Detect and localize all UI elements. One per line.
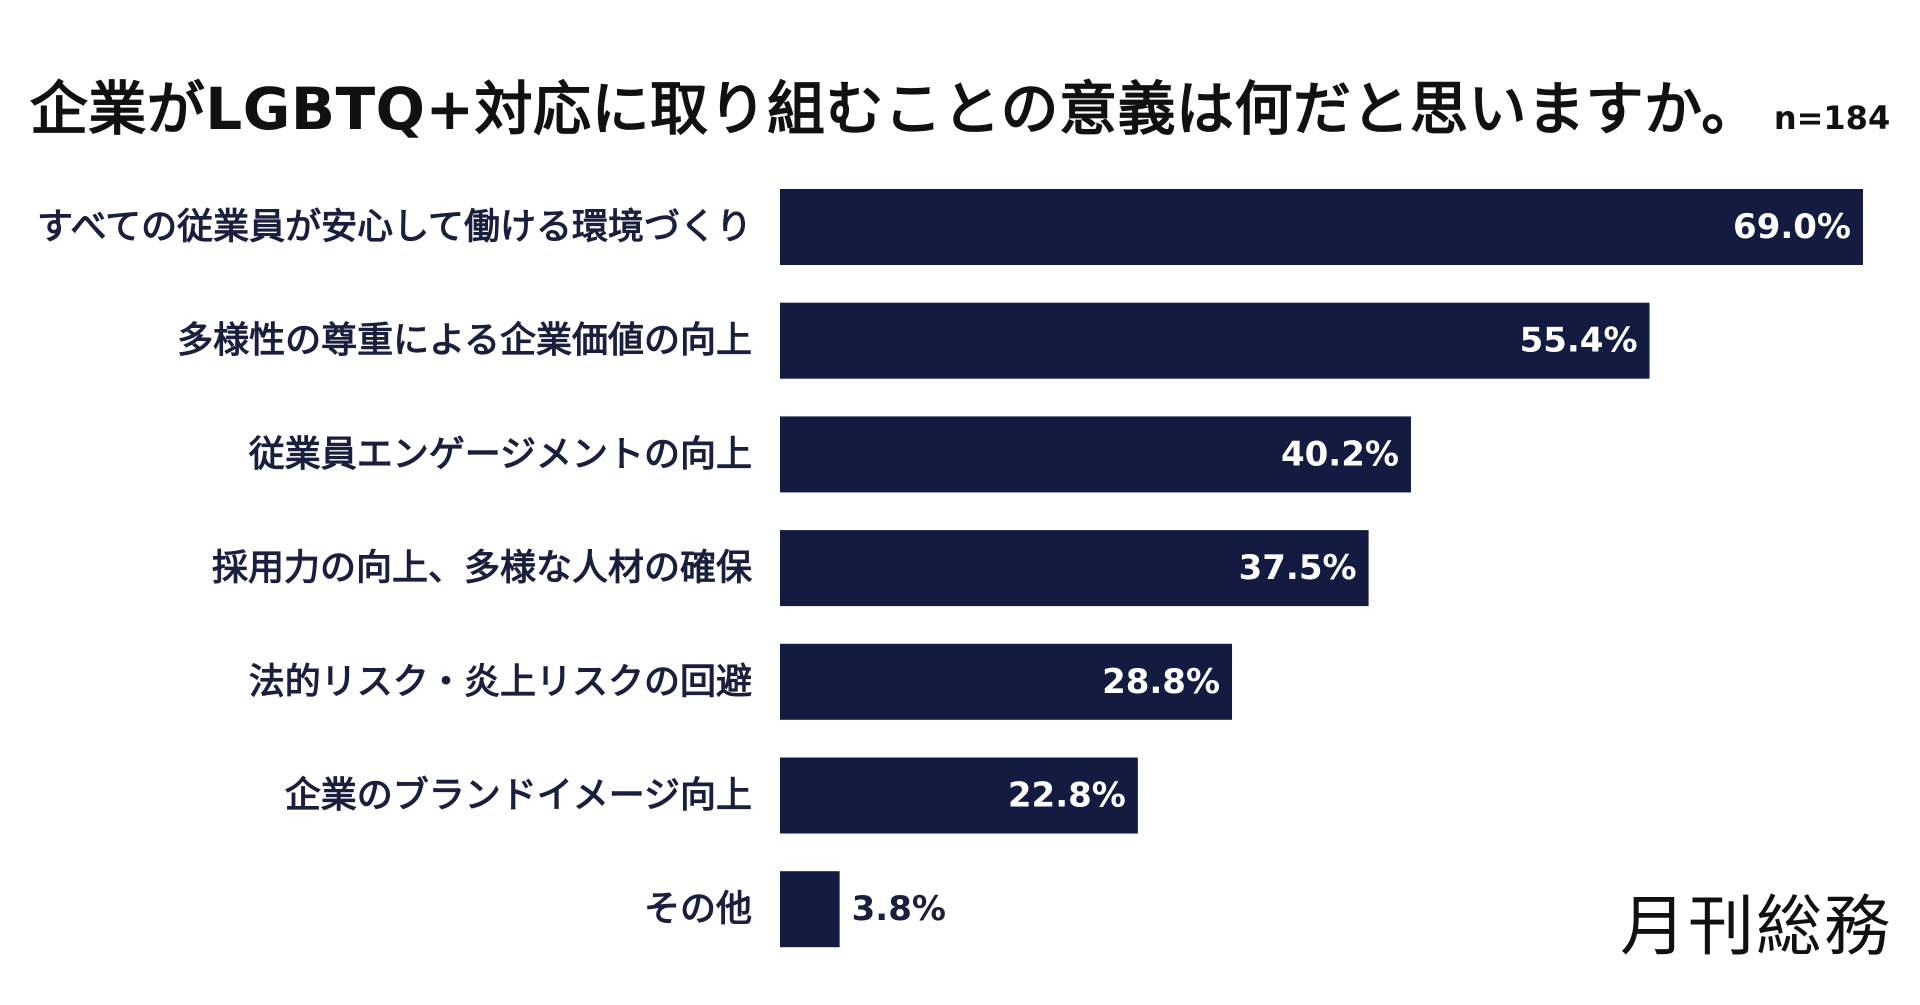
bar (780, 416, 1411, 493)
category-label: その他 (644, 889, 752, 930)
bar (780, 189, 1863, 265)
category-label: 多様性の尊重による企業価値の向上 (177, 319, 752, 361)
category-label: すべての従業員が安心して働ける環境づくり (37, 207, 752, 248)
bar (780, 302, 1650, 379)
value-label: 40.2% (1281, 434, 1399, 474)
category-label: 法的リスク・炎上リスクの回避 (249, 661, 752, 702)
value-label: 3.8% (852, 889, 946, 929)
category-label: 採用力の向上、多様な人材の確保 (212, 548, 753, 589)
chart-title: 企業がLGBTQ+対応に取り組むことの意義は何だと思いますか。 n=184 (0, 62, 1920, 146)
category-label: 企業のブランドイメージ向上 (285, 774, 752, 816)
value-label: 22.8% (1008, 776, 1126, 816)
value-label: 37.5% (1239, 548, 1357, 588)
chart-title-text: 企業がLGBTQ+対応に取り組むことの意義は何だと思いますか。 (29, 75, 1760, 143)
value-label: 69.0% (1733, 207, 1851, 247)
bar (780, 871, 840, 948)
bar (780, 530, 1369, 607)
brand-logo: 月刊総務 (1620, 888, 1892, 965)
sample-size-note: n=184 (1773, 99, 1891, 137)
bar (780, 757, 1138, 834)
value-label: 55.4% (1520, 321, 1638, 361)
bar (780, 643, 1233, 720)
category-label: 従業員エンゲージメントの向上 (248, 434, 752, 475)
value-label: 28.8% (1102, 662, 1220, 702)
